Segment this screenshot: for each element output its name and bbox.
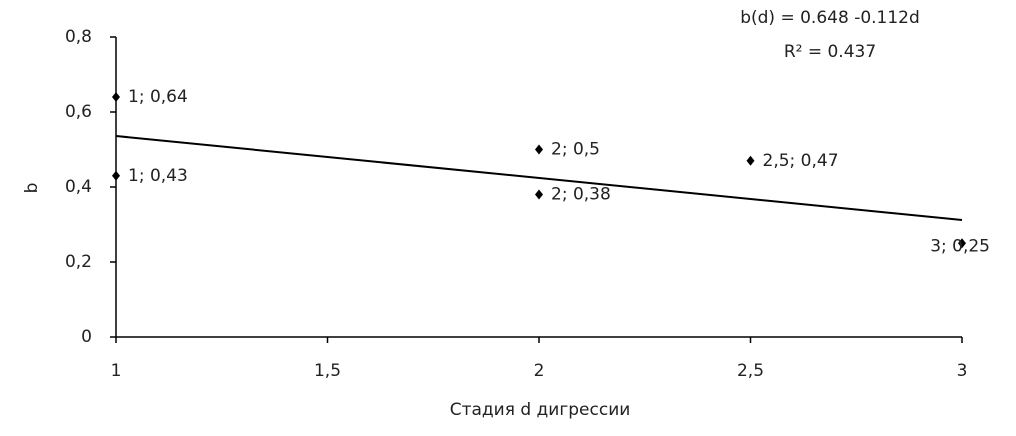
- y-axis-title: b: [22, 183, 42, 194]
- data-point: [535, 144, 543, 155]
- y-tick-label: 0,8: [65, 27, 92, 47]
- data-point: [112, 170, 120, 181]
- r-squared: R² = 0.437: [784, 42, 876, 62]
- data-point: [958, 238, 966, 249]
- point-label: 1; 0,64: [128, 87, 188, 107]
- data-point: [535, 189, 543, 200]
- y-tick-label: 0,2: [65, 252, 92, 272]
- point-label: 2; 0,5: [551, 140, 600, 160]
- y-tick-label: 0,6: [65, 102, 92, 122]
- x-tick-label: 1,5: [314, 361, 341, 381]
- data-point: [746, 155, 755, 166]
- data-point: [112, 92, 120, 102]
- x-tick-label: 3: [957, 361, 968, 381]
- point-label: 2; 0,38: [551, 185, 611, 205]
- point-label: 2,5; 0,47: [763, 151, 839, 171]
- y-tick-label: 0: [81, 327, 92, 347]
- trend-equation: b(d) = 0.648 -0.112d: [740, 8, 920, 28]
- x-axis-title: Стадия d дигрессии: [450, 400, 631, 420]
- x-tick-label: 2: [534, 361, 545, 381]
- x-tick-label: 1: [111, 361, 122, 381]
- x-tick-label: 2,5: [737, 361, 764, 381]
- point-label: 1; 0,43: [128, 166, 188, 186]
- trendline: [115, 135, 963, 221]
- y-tick-label: 0,4: [65, 177, 92, 197]
- point-label: 3; 0,25: [930, 236, 990, 256]
